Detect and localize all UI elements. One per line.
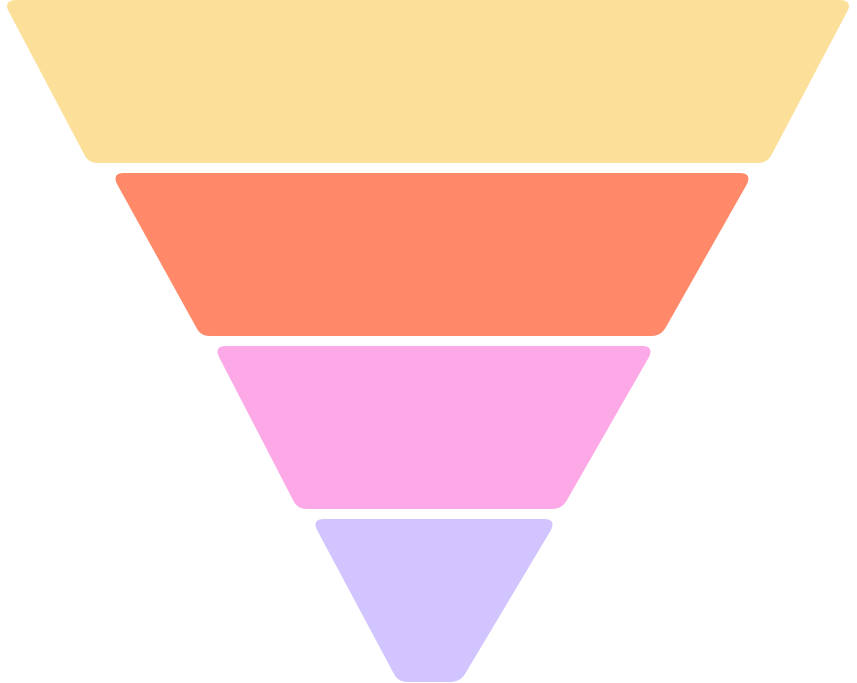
funnel-stage-2 <box>115 173 749 336</box>
funnel-stage-3 <box>217 346 651 509</box>
funnel-stage-4 <box>315 519 553 682</box>
funnel-stage-1 <box>7 0 849 163</box>
